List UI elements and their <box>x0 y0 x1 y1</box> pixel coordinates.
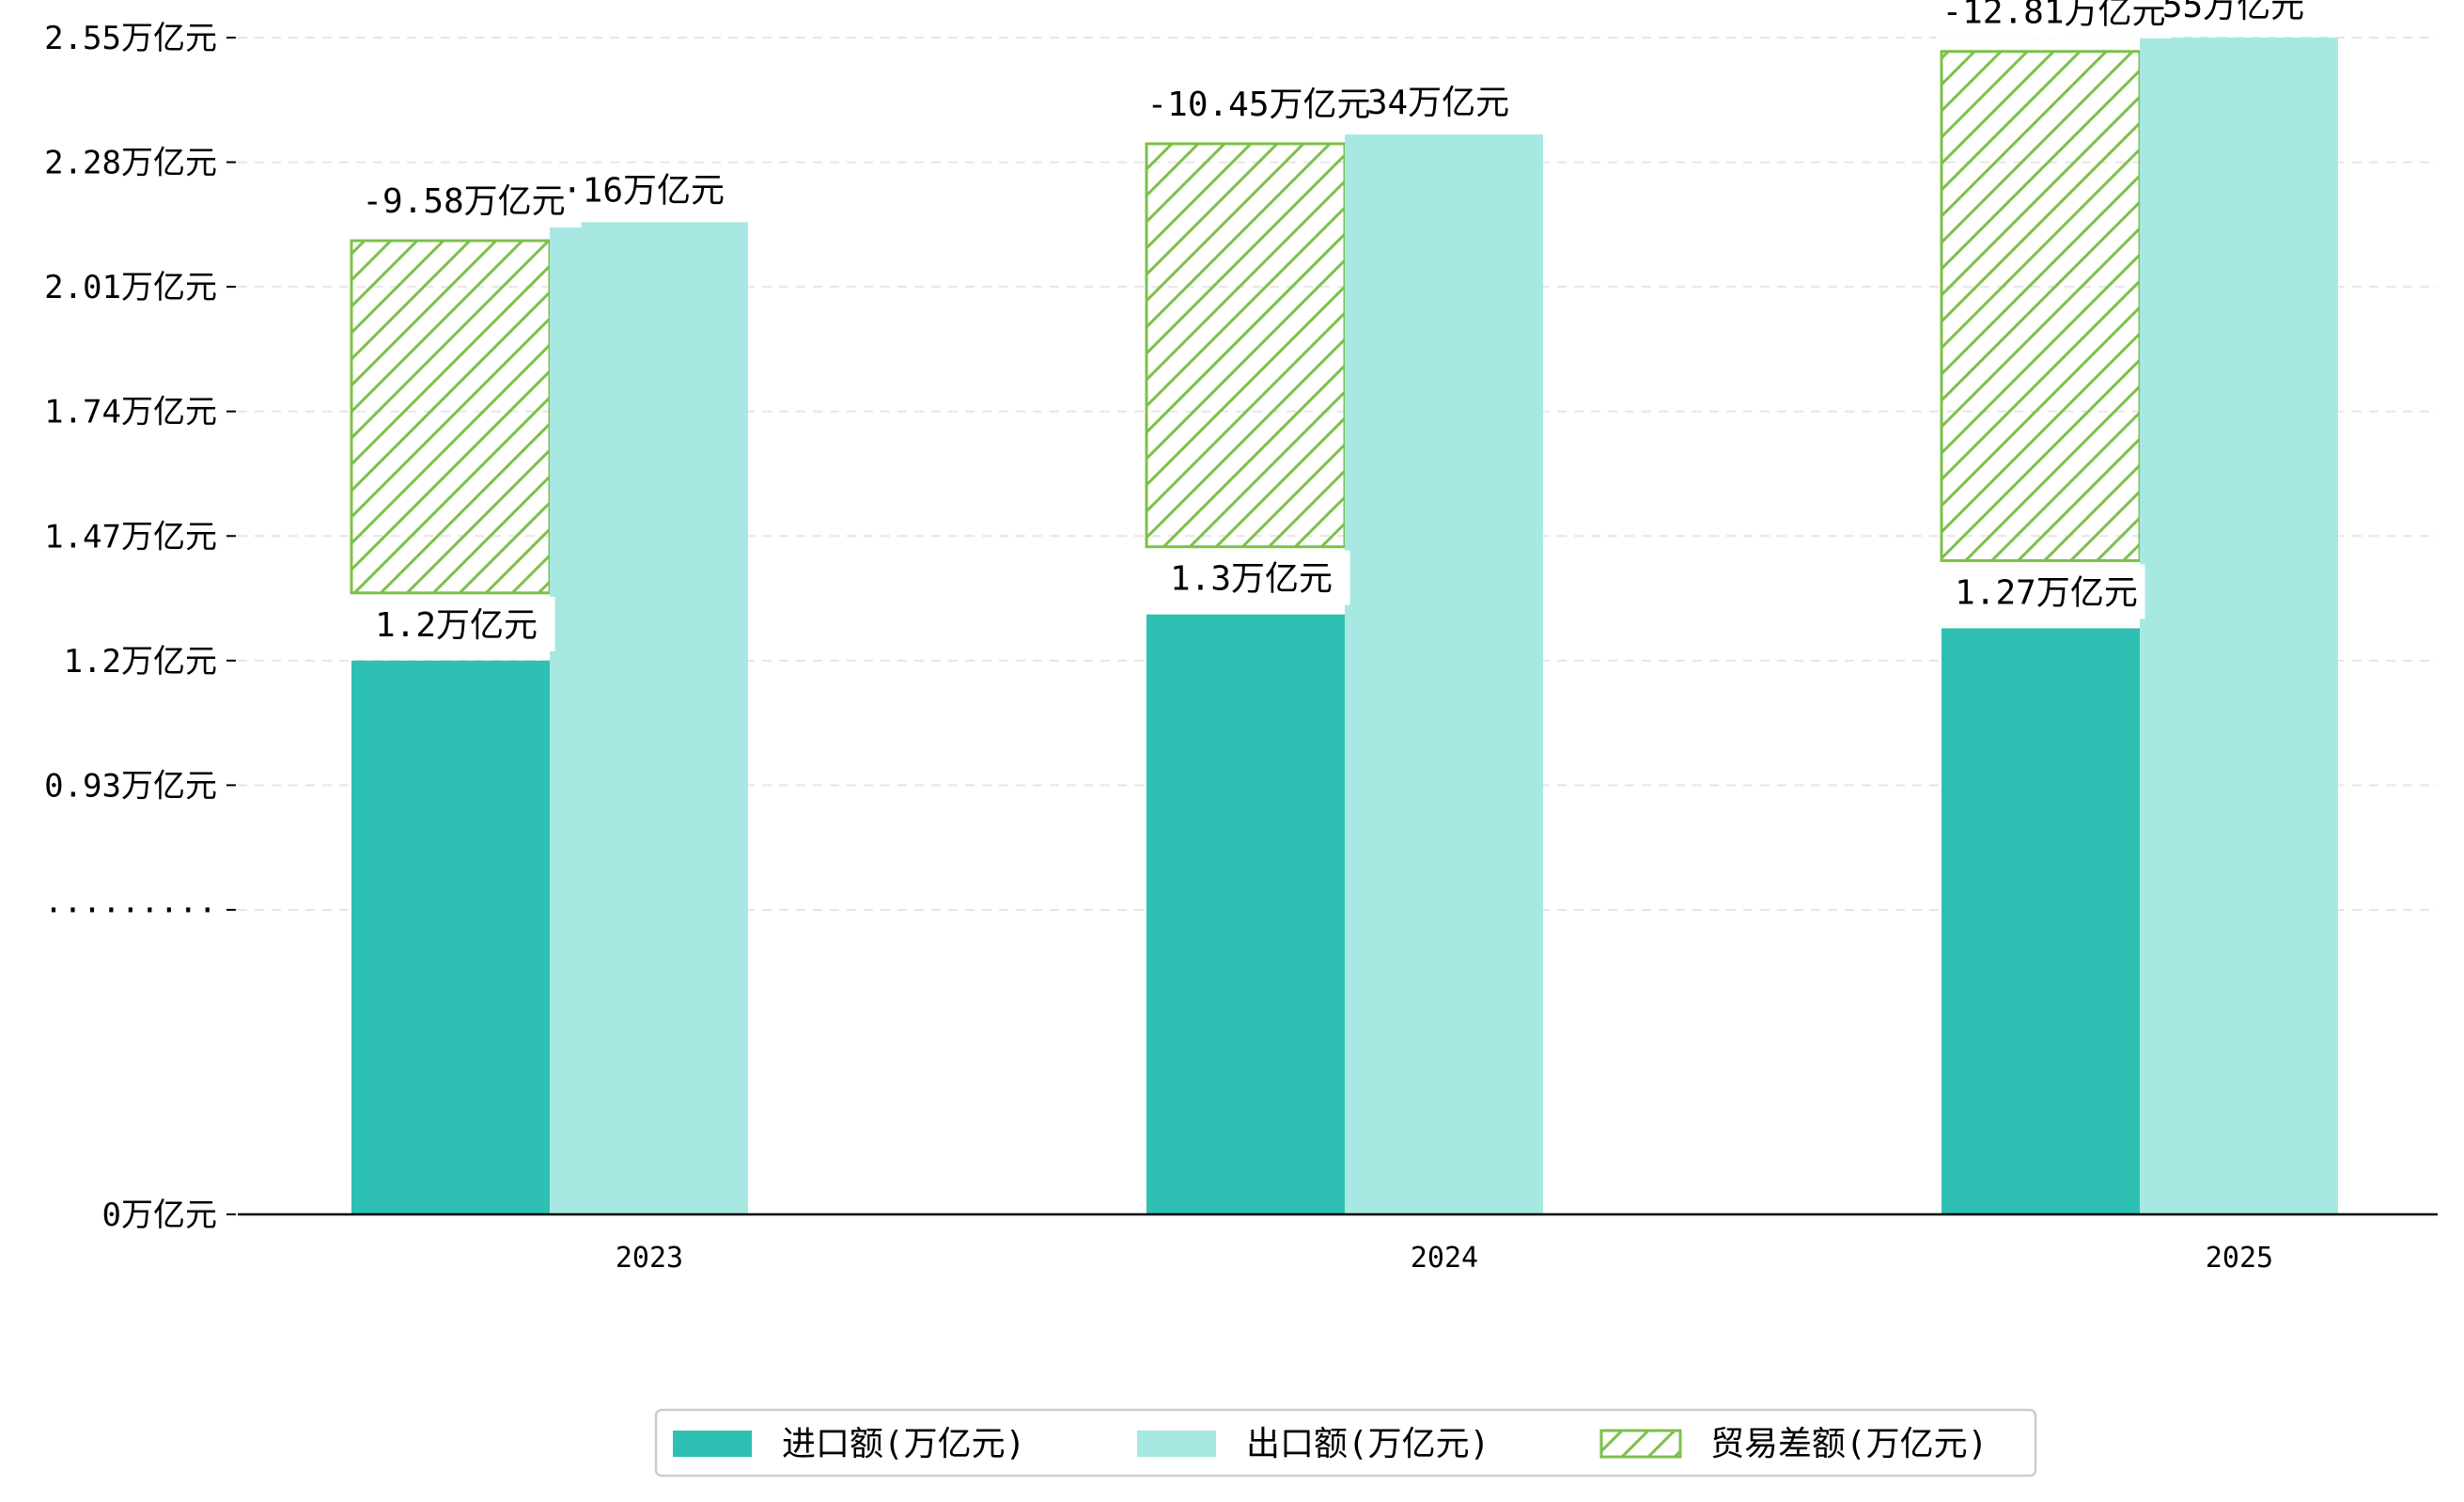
axes: 0万亿元 ········· 0.93万亿元 1.2万亿元 1.47万亿元 1.74万亿元… <box>44 20 2438 1275</box>
bar-trade-balance <box>350 239 552 595</box>
label-trade-balance-bg <box>1936 0 2172 39</box>
y-tick-label: 0万亿元 <box>102 1197 217 1234</box>
legend-swatch-import <box>673 1431 752 1457</box>
label-import-bg <box>1947 564 2145 619</box>
label-export: 55万亿元 <box>2162 0 2304 25</box>
y-tick-label: ········· <box>44 892 217 930</box>
label-trade-balance: -10.45万亿元 <box>1146 86 1370 124</box>
label-export: ·16万亿元 <box>562 171 725 210</box>
label-import: 1.27万亿元 <box>1955 573 2138 612</box>
x-tick-label: 2025 <box>2206 1242 2273 1275</box>
x-tick-label: 2024 <box>1411 1242 1478 1275</box>
y-tick-label: 1.47万亿元 <box>44 518 217 555</box>
bar-export <box>1345 134 1543 1215</box>
label-export: 34万亿元 <box>1367 84 1509 122</box>
bar-export <box>550 222 748 1215</box>
y-tick-label: 2.28万亿元 <box>44 145 217 182</box>
label-trade-balance: -9.58万亿元 <box>362 182 565 221</box>
legend-swatch-export <box>1137 1431 1216 1457</box>
label-trade-balance-bg <box>346 173 582 228</box>
legend-swatch-trade-balance <box>1599 1429 1682 1459</box>
bar-trade-balance <box>1940 50 2142 562</box>
legend-label-export: 出口额(万亿元) <box>1246 1425 1489 1463</box>
bars <box>350 38 2338 1215</box>
bar-trade-balance <box>1145 142 1347 549</box>
bar-export <box>2140 38 2338 1214</box>
label-trade-balance-bg <box>1141 75 1377 131</box>
y-tick-label: 1.74万亿元 <box>44 394 217 431</box>
label-import: 1.3万亿元 <box>1170 560 1333 599</box>
bar-import <box>1942 628 2140 1214</box>
data-labels: 1.2万亿元 -9.58万亿元·16万亿元 1.3万亿元 -10.45万亿元34万亿元… <box>346 0 2304 651</box>
label-import: 1.2万亿元 <box>375 606 538 645</box>
y-tick-label: 2.01万亿元 <box>44 269 217 306</box>
y-tick-label: 0.93万亿元 <box>44 767 217 805</box>
legend-label-trade-balance: 贸易差额(万亿元) <box>1710 1425 1988 1463</box>
label-trade-balance: -12.81万亿元 <box>1942 0 2165 32</box>
bar-import <box>1146 614 1345 1214</box>
bar-import <box>351 660 550 1214</box>
label-import-bg <box>357 596 555 651</box>
x-tick-label: 2023 <box>616 1242 683 1275</box>
label-import-bg <box>1152 550 1350 605</box>
y-tick-label: 1.2万亿元 <box>64 643 217 681</box>
y-tick-label: 2.55万亿元 <box>44 20 217 57</box>
legend-label-import: 进口额(万亿元) <box>782 1425 1025 1463</box>
legend-box <box>654 1408 2037 1478</box>
legend[interactable]: 进口额(万亿元) 出口额(万亿元) 贸易差额(万亿元) <box>654 1408 2037 1478</box>
